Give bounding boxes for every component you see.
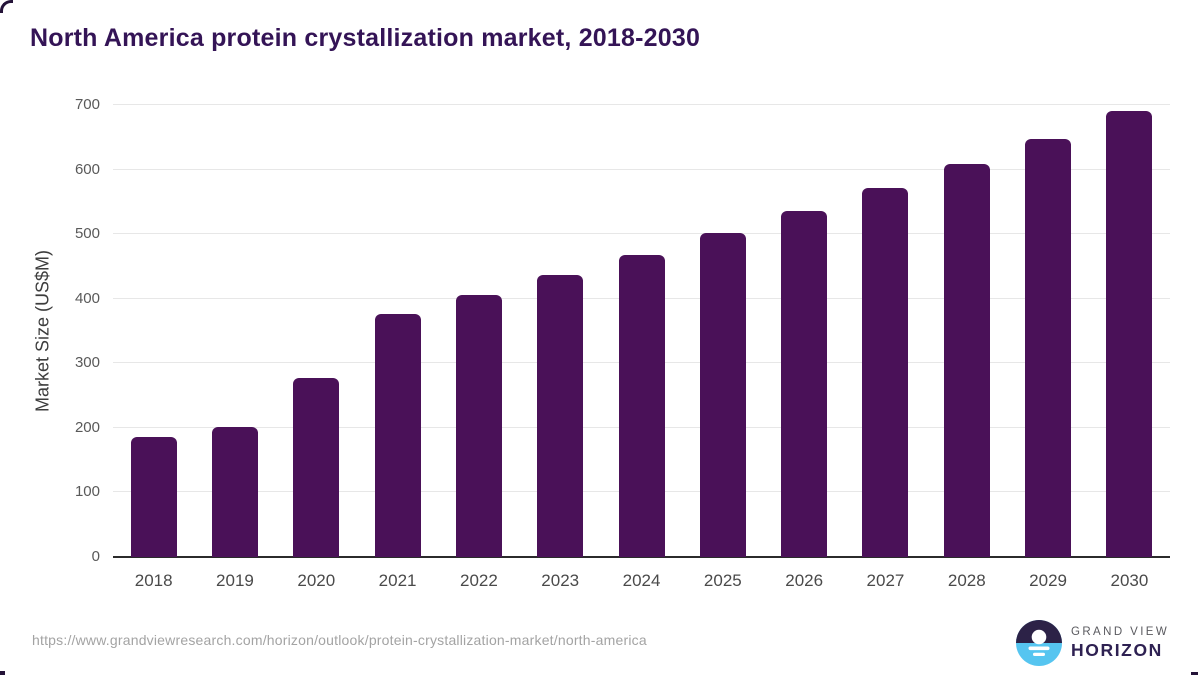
page-title: North America protein crystallization ma…	[30, 24, 701, 52]
horizon-sun-icon	[1016, 620, 1062, 666]
gridline-600	[113, 168, 1170, 170]
screen-corner-artifact	[0, 671, 5, 675]
bar-2022[interactable]	[455, 294, 502, 557]
bar-column-2028	[926, 105, 1007, 557]
gridline-0	[113, 556, 1170, 558]
x-tick-label-2019: 2019	[216, 571, 254, 590]
x-tick-label-2027: 2027	[866, 571, 905, 590]
screen-corner-artifact	[0, 0, 13, 13]
bar-2024[interactable]	[618, 254, 665, 557]
bar-2029[interactable]	[1025, 138, 1072, 557]
bar-2028[interactable]	[943, 163, 990, 557]
x-tick-label-2018: 2018	[134, 571, 173, 590]
bar-2025[interactable]	[699, 232, 746, 557]
bar-2023[interactable]	[537, 274, 584, 557]
y-tick-label-400: 400	[74, 289, 100, 307]
bar-column-2019	[194, 105, 275, 557]
x-tick-label-2020: 2020	[297, 571, 336, 590]
x-tick-label-2029: 2029	[1029, 571, 1067, 590]
y-tick-label-200: 200	[74, 418, 100, 436]
y-tick-label-100: 100	[74, 483, 100, 501]
gridline-500	[113, 233, 1170, 235]
y-tick-label-500: 500	[74, 225, 100, 243]
bar-2027[interactable]	[862, 187, 909, 557]
bar-2026[interactable]	[781, 210, 828, 557]
y-axis-tick-labels: 0 100 200 300 400 500 600 700	[58, 96, 100, 565]
bar-column-2024	[601, 105, 682, 557]
bar-column-2025	[682, 105, 763, 557]
bar-2020[interactable]	[293, 378, 340, 557]
x-tick-label-2021: 2021	[378, 571, 417, 590]
x-tick-label-2030: 2030	[1110, 571, 1149, 590]
x-tick-label-2028: 2028	[947, 571, 986, 590]
bars-layer	[113, 105, 1170, 557]
y-axis-title: Market Size (US$M)	[32, 249, 53, 413]
bar-2018[interactable]	[130, 436, 177, 557]
bar-column-2029	[1007, 105, 1088, 557]
bar-column-2023	[520, 105, 601, 557]
y-tick-label-700: 700	[74, 96, 100, 113]
bar-2019[interactable]	[211, 427, 258, 557]
bar-column-2018	[113, 105, 194, 557]
y-tick-label-600: 600	[74, 160, 100, 178]
brand-logo: GRAND VIEW HORIZON	[1016, 620, 1169, 666]
logo-brand-line1: GRAND VIEW	[1071, 625, 1170, 638]
x-tick-label-2023: 2023	[541, 571, 580, 590]
bar-column-2030	[1089, 105, 1170, 557]
x-tick-label-2026: 2026	[785, 571, 824, 590]
bar-column-2021	[357, 105, 438, 557]
bar-column-2020	[276, 105, 357, 557]
gridline-700	[113, 104, 1170, 105]
bar-column-2022	[438, 105, 519, 557]
source-url: https://www.grandviewresearch.com/horizo…	[32, 632, 647, 648]
bar-2030[interactable]	[1106, 111, 1153, 557]
bar-2021[interactable]	[374, 314, 421, 557]
y-tick-label-300: 300	[74, 354, 100, 372]
logo-brand-line2: HORIZON	[1071, 639, 1163, 660]
x-tick-label-2024: 2024	[622, 571, 661, 590]
screen-corner-artifact	[1191, 672, 1198, 675]
x-tick-label-2025: 2025	[703, 571, 742, 590]
bar-column-2026	[764, 105, 845, 557]
brand-logo-text: GRAND VIEW HORIZON	[1071, 626, 1169, 661]
x-tick-label-2022: 2022	[459, 571, 498, 590]
bar-column-2027	[845, 105, 926, 557]
plot-area	[113, 104, 1170, 558]
y-tick-label-0: 0	[91, 548, 100, 565]
x-axis-tick-labels: 2018 2019 2020 2021 2022 2023 2024 2025 2026 2027…	[113, 571, 1170, 591]
